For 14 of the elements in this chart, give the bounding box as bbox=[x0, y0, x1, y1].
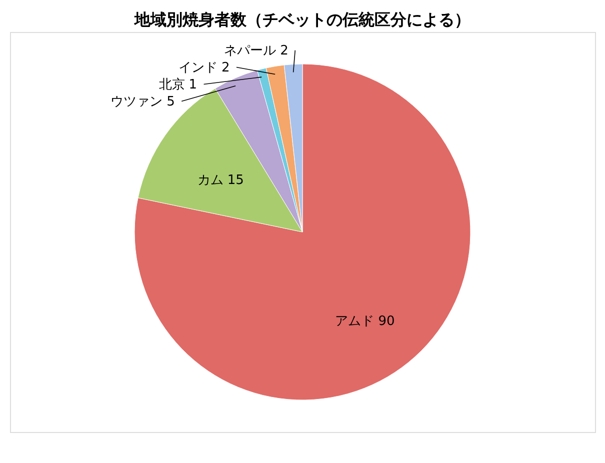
pie-slice bbox=[134, 64, 471, 400]
slice-label: アムド bbox=[335, 314, 374, 329]
chart-title: 地域別焼身者数（チベットの伝統区分による） bbox=[134, 10, 470, 29]
slice-label: インド bbox=[178, 60, 218, 76]
data-label: 2 bbox=[280, 43, 288, 58]
slice-label: ウツァン bbox=[110, 94, 163, 110]
slice-label: ネパール bbox=[224, 43, 276, 58]
slice-label: 北京 bbox=[158, 77, 185, 92]
data-label: 15 bbox=[227, 172, 244, 188]
data-label: 2 bbox=[221, 60, 230, 76]
data-label: 1 bbox=[188, 77, 198, 92]
data-label: 5 bbox=[166, 94, 175, 110]
data-label: 90 bbox=[378, 314, 395, 329]
slice-label: カム bbox=[197, 172, 224, 188]
